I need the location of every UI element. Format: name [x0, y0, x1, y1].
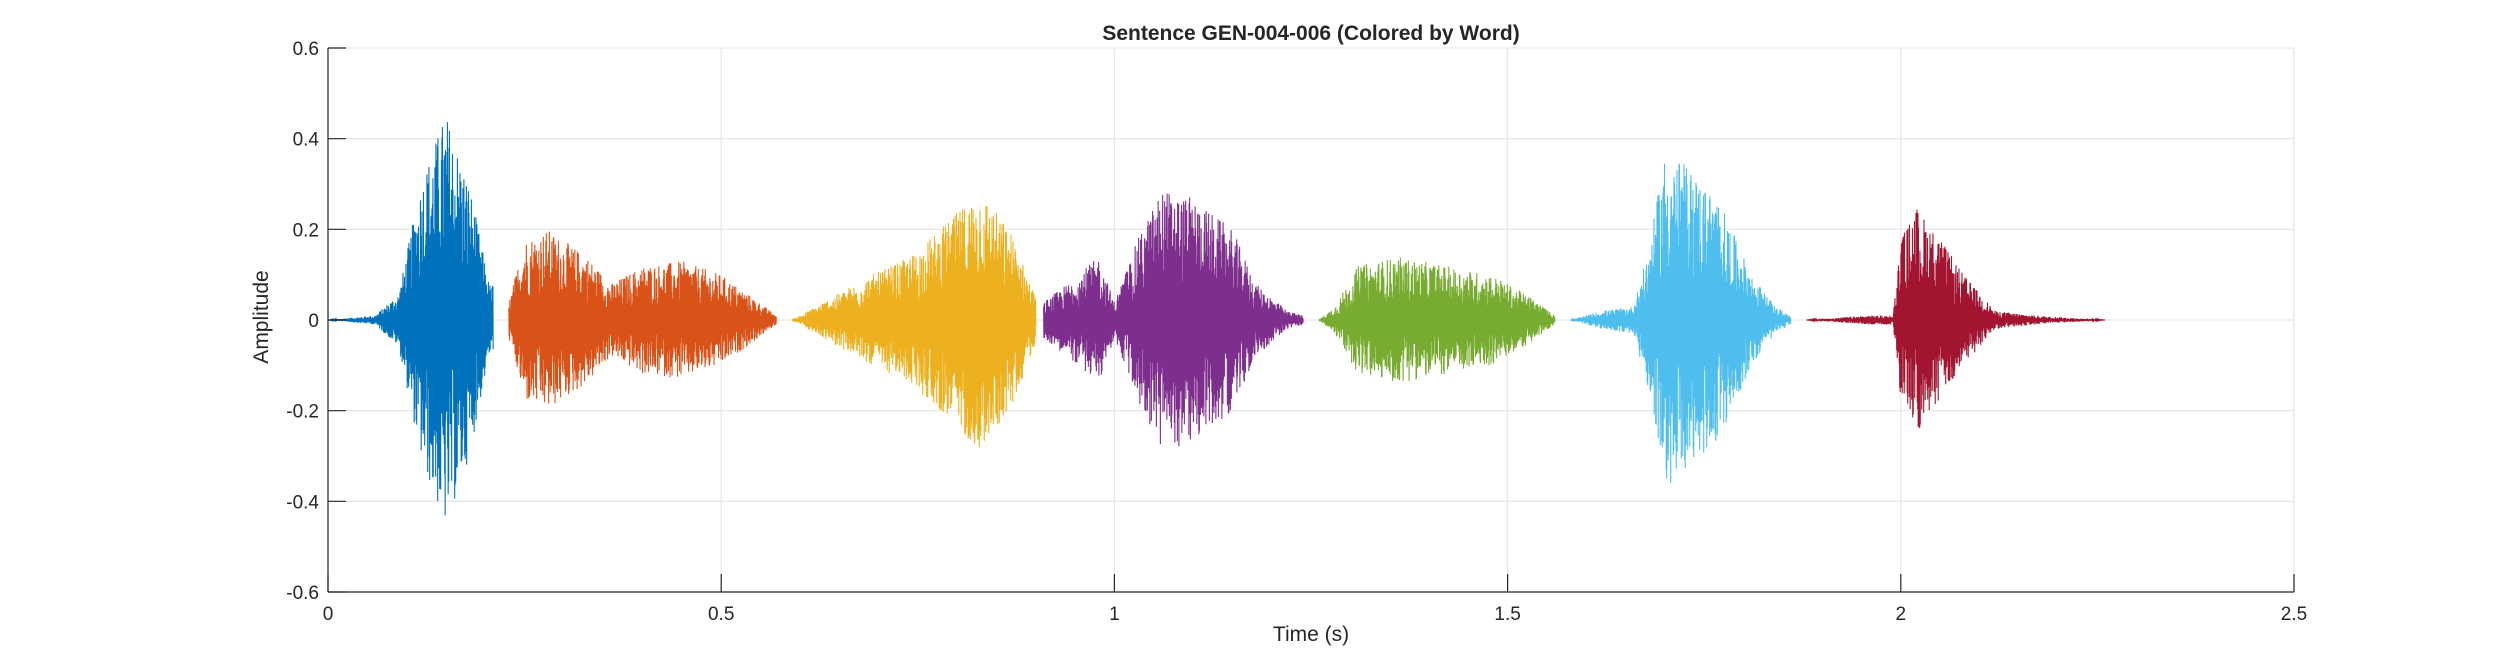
x-tick-label: 2.5	[2281, 604, 2307, 625]
x-tick-label: 0	[323, 604, 334, 625]
x-tick-label: 1	[1109, 604, 1120, 625]
word-segment-trace	[1043, 193, 1304, 447]
chart-title: Sentence GEN-004-006 (Colored by Word)	[1102, 22, 1519, 45]
y-axis-label: Amplitude	[250, 270, 273, 363]
axes	[327, 47, 2295, 593]
word-segment-trace	[1570, 163, 1792, 483]
y-tick-label: -0.6	[286, 583, 319, 604]
word-segment-trace	[1806, 209, 2106, 429]
tick-labels: 0 0.5 1 1.5 2 2.5 -0.6 -0.4 -0.2 0 0.2 0.4 0.6	[286, 39, 2307, 625]
y-tick-label: 0.6	[293, 39, 319, 60]
word-segment-trace	[327, 122, 494, 516]
x-tick-label: 0.5	[708, 604, 734, 625]
y-tick-label: 0	[308, 311, 319, 332]
y-tick-label: -0.2	[286, 402, 319, 423]
x-axis-label: Time (s)	[1273, 623, 1349, 646]
x-tick-label: 1.5	[1494, 604, 1520, 625]
word-segment-trace	[508, 231, 777, 404]
word-segment-trace	[791, 205, 1037, 448]
x-tick-label: 2	[1896, 604, 1907, 625]
y-tick-label: 0.2	[293, 220, 319, 241]
y-tick-label: 0.4	[293, 130, 320, 151]
waveform-traces	[327, 122, 2106, 516]
word-segment-trace	[1318, 257, 1556, 382]
y-tick-label: -0.4	[286, 492, 319, 513]
